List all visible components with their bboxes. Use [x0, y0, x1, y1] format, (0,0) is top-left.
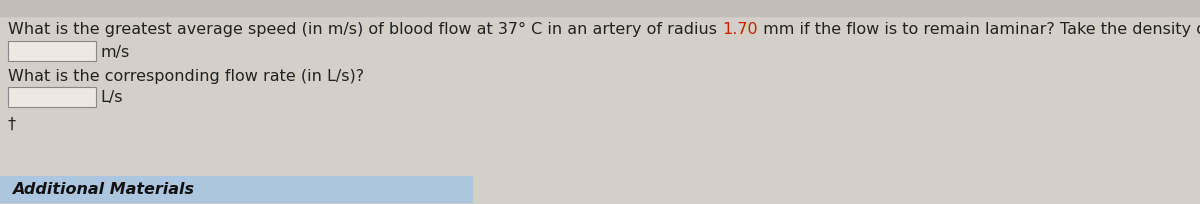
Text: What is the corresponding flow rate (in L/s)?: What is the corresponding flow rate (in … — [8, 69, 364, 84]
Text: What is the greatest average speed (in m/s) of blood flow at 37° C in an artery : What is the greatest average speed (in m… — [8, 22, 722, 37]
FancyBboxPatch shape — [8, 42, 96, 62]
Text: L/s: L/s — [100, 90, 122, 105]
Text: †: † — [8, 116, 16, 131]
FancyBboxPatch shape — [8, 88, 96, 108]
Text: mm if the flow is to remain laminar? Take the density of blood to be 1050 kg/m: mm if the flow is to remain laminar? Tak… — [757, 22, 1200, 37]
Bar — [0, 0, 1200, 17]
Bar — [0, 176, 472, 202]
Text: 1.70: 1.70 — [722, 22, 757, 37]
Text: m/s: m/s — [100, 44, 130, 59]
Text: Additional Materials: Additional Materials — [12, 182, 194, 196]
